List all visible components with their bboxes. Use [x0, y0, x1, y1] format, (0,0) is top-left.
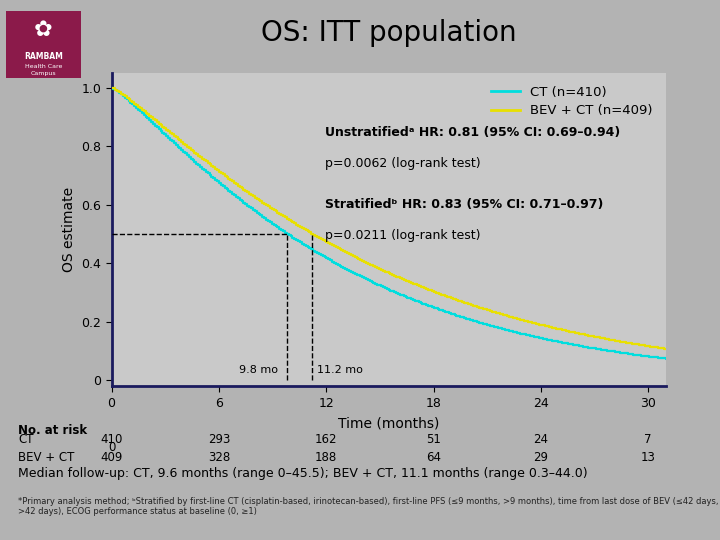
Text: Median follow-up: CT, 9.6 months (range 0–45.5); BEV + CT, 11.1 months (range 0.: Median follow-up: CT, 9.6 months (range …	[18, 467, 588, 480]
Text: 64: 64	[426, 451, 441, 464]
Text: 409: 409	[100, 451, 123, 464]
Text: OS: ITT population: OS: ITT population	[261, 19, 517, 47]
Text: p=0.0211 (log-rank test): p=0.0211 (log-rank test)	[325, 230, 480, 242]
Text: 410: 410	[100, 433, 123, 446]
Text: CT: CT	[18, 433, 34, 446]
Text: *Primary analysis method; ᵇStratified by first-line CT (cisplatin-based, irinote: *Primary analysis method; ᵇStratified by…	[18, 497, 719, 516]
Text: BEV + CT: BEV + CT	[18, 451, 74, 464]
Text: Campus: Campus	[31, 71, 56, 76]
Y-axis label: OS estimate: OS estimate	[62, 187, 76, 272]
Text: 328: 328	[208, 451, 230, 464]
Text: 188: 188	[315, 451, 338, 464]
Text: Health Care: Health Care	[25, 64, 62, 69]
Text: ✿: ✿	[35, 19, 53, 40]
Legend: CT (n=410), BEV + CT (n=409): CT (n=410), BEV + CT (n=409)	[484, 79, 660, 124]
Text: 11.2 mo: 11.2 mo	[318, 365, 363, 375]
Text: 13: 13	[641, 451, 655, 464]
Text: 293: 293	[207, 433, 230, 446]
Text: 29: 29	[534, 451, 549, 464]
Text: RAMBAM: RAMBAM	[24, 52, 63, 61]
Text: 51: 51	[426, 433, 441, 446]
Text: Unstratifiedᵃ HR: 0.81 (95% CI: 0.69–0.94): Unstratifiedᵃ HR: 0.81 (95% CI: 0.69–0.9…	[325, 126, 621, 139]
Text: Stratifiedᵇ HR: 0.83 (95% CI: 0.71–0.97): Stratifiedᵇ HR: 0.83 (95% CI: 0.71–0.97)	[325, 198, 603, 211]
Text: No. at risk: No. at risk	[18, 424, 87, 437]
Text: 7: 7	[644, 433, 652, 446]
Text: 9.8 mo: 9.8 mo	[239, 365, 278, 375]
Text: 162: 162	[315, 433, 338, 446]
Text: Time (months): Time (months)	[338, 417, 439, 431]
Text: 0: 0	[108, 441, 115, 454]
Text: p=0.0062 (log-rank test): p=0.0062 (log-rank test)	[325, 158, 481, 171]
Text: 24: 24	[534, 433, 549, 446]
